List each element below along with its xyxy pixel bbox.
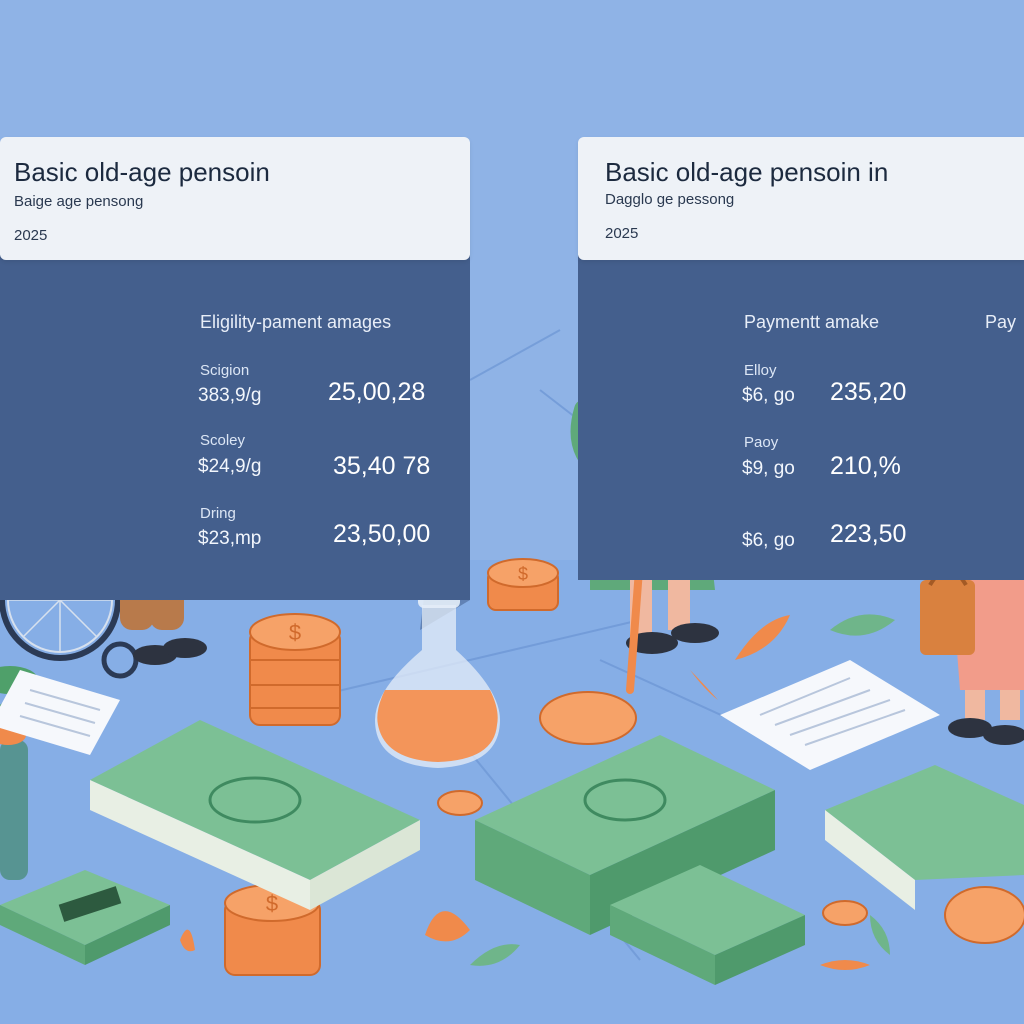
right-info-panel — [578, 255, 1024, 580]
leaf-icon — [470, 614, 895, 966]
right-card-title: Basic old-age pensoin in — [605, 157, 889, 187]
right-row-value: 223,50 — [830, 520, 907, 548]
right-panel-heading: Paymentt amake — [744, 312, 880, 332]
banknote-stack-icon — [0, 870, 170, 965]
left-info-panel — [0, 255, 470, 600]
right-card-subtitle: Dagglo ge pessong — [605, 191, 735, 208]
left-row-label: Scigion — [200, 362, 250, 379]
coin-stack-icon: $ — [224, 884, 321, 976]
leaf-icon — [180, 615, 870, 970]
right-row-label: Paoy — [744, 434, 779, 451]
right-card-year: 2025 — [605, 225, 639, 242]
left-row-value: 25,00,28 — [328, 378, 426, 406]
left-card-year: 2025 — [14, 227, 48, 244]
right-row-amount: $6, go — [742, 385, 795, 406]
coin-stack-icon: $ — [249, 613, 341, 726]
right-row-label: Elloy — [744, 362, 777, 379]
left-row-value: 23,50,00 — [333, 520, 431, 548]
svg-text:$: $ — [518, 564, 528, 584]
left-card-subtitle: Baige age pensong — [14, 193, 144, 210]
banknote-stack-icon — [610, 865, 805, 985]
banknote-stack-icon — [825, 765, 1024, 910]
left-row-label: Dring — [200, 505, 236, 522]
left-row-value: 35,40 78 — [333, 452, 431, 480]
svg-text:$: $ — [289, 620, 301, 645]
right-row-amount: $9, go — [742, 458, 795, 479]
document-icon — [720, 660, 940, 770]
svg-text:$: $ — [266, 891, 278, 916]
right-row-value: 235,20 — [830, 378, 907, 406]
right-card-header: Basic old-age pensoin in Dagglo ge pesso… — [578, 137, 1024, 260]
left-card-title: Basic old-age pensoin — [14, 157, 270, 187]
left-row-amount: 383,9/g — [198, 385, 262, 406]
left-panel-heading: Eligility-pament amages — [200, 312, 392, 332]
left-card-header: Basic old-age pensoin Baige age pensong … — [0, 137, 470, 260]
banknote-stack-icon — [90, 720, 420, 910]
right-panel-heading-2: Pay — [985, 312, 1017, 332]
left-row-label: Scoley — [200, 432, 246, 449]
coin-stack-icon: $ — [487, 558, 559, 611]
left-row-amount: $23,mp — [198, 528, 262, 549]
right-row-amount: $6, go — [742, 530, 795, 551]
left-row-amount: $24,9/g — [198, 456, 262, 477]
right-row-value: 210,% — [830, 452, 901, 480]
document-icon — [0, 670, 120, 755]
